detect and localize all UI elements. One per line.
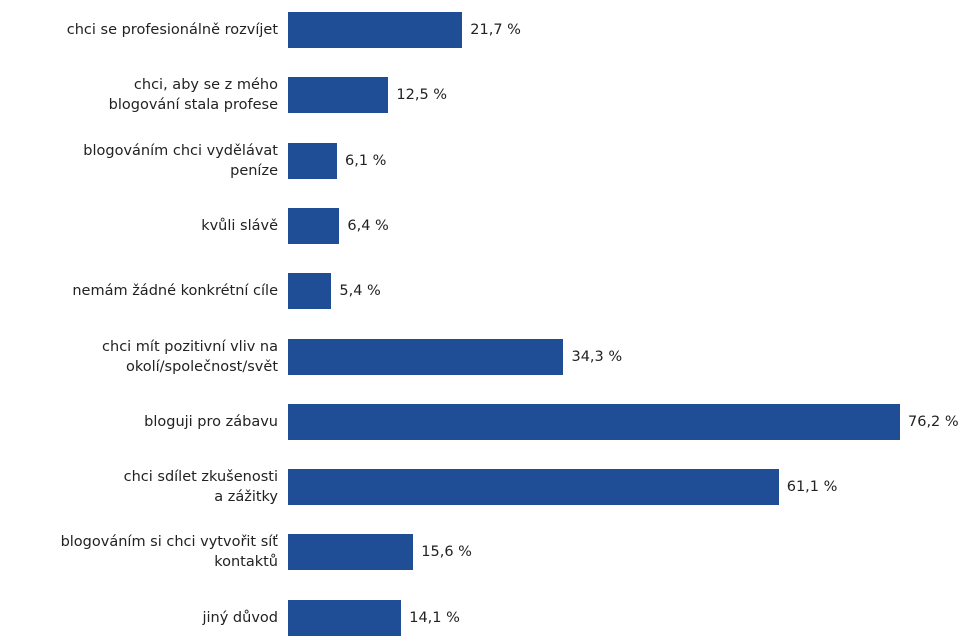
value-label: 34,3 %: [571, 348, 623, 365]
category-label: blogováním si chci vytvořit síť kontaktů: [60, 534, 278, 571]
category-label: chci se profesionálně rozvíjet: [66, 22, 278, 38]
bar: [288, 273, 332, 310]
bar: [288, 142, 337, 179]
category-label: chci sdílet zkušenosti a zážitky: [123, 469, 278, 506]
bar: [288, 12, 463, 48]
category-label: kvůli slávě: [201, 217, 278, 234]
value-label: 5,4 %: [339, 283, 381, 300]
value-label: 6,1 %: [344, 152, 387, 169]
category-label: chci, aby se z mého blogování stala prof…: [108, 77, 278, 114]
category-label: chci mít pozitivní vliv na okolí/společn…: [102, 338, 278, 375]
value-label: 15,6 %: [421, 544, 472, 561]
bar: [288, 534, 414, 571]
value-label: 12,5 %: [396, 87, 448, 104]
value-label: 76,2 %: [908, 413, 959, 430]
category-label: bloguji pro zábavu: [144, 413, 278, 430]
bar: [288, 207, 340, 244]
category-label: blogováním chci vydělávat peníze: [83, 142, 278, 179]
category-label: jiný důvod: [202, 609, 279, 626]
value-label: 21,7 %: [470, 22, 521, 38]
bar: [288, 77, 389, 114]
category-label: nemám žádné konkrétní cíle: [72, 283, 278, 300]
bar: [288, 599, 402, 636]
value-label: 61,1 %: [786, 479, 838, 496]
value-label: 6,4 %: [347, 217, 389, 234]
bar: [288, 469, 779, 506]
bar: [288, 338, 564, 375]
value-label: 14,1 %: [409, 609, 460, 626]
bar: [288, 403, 900, 440]
